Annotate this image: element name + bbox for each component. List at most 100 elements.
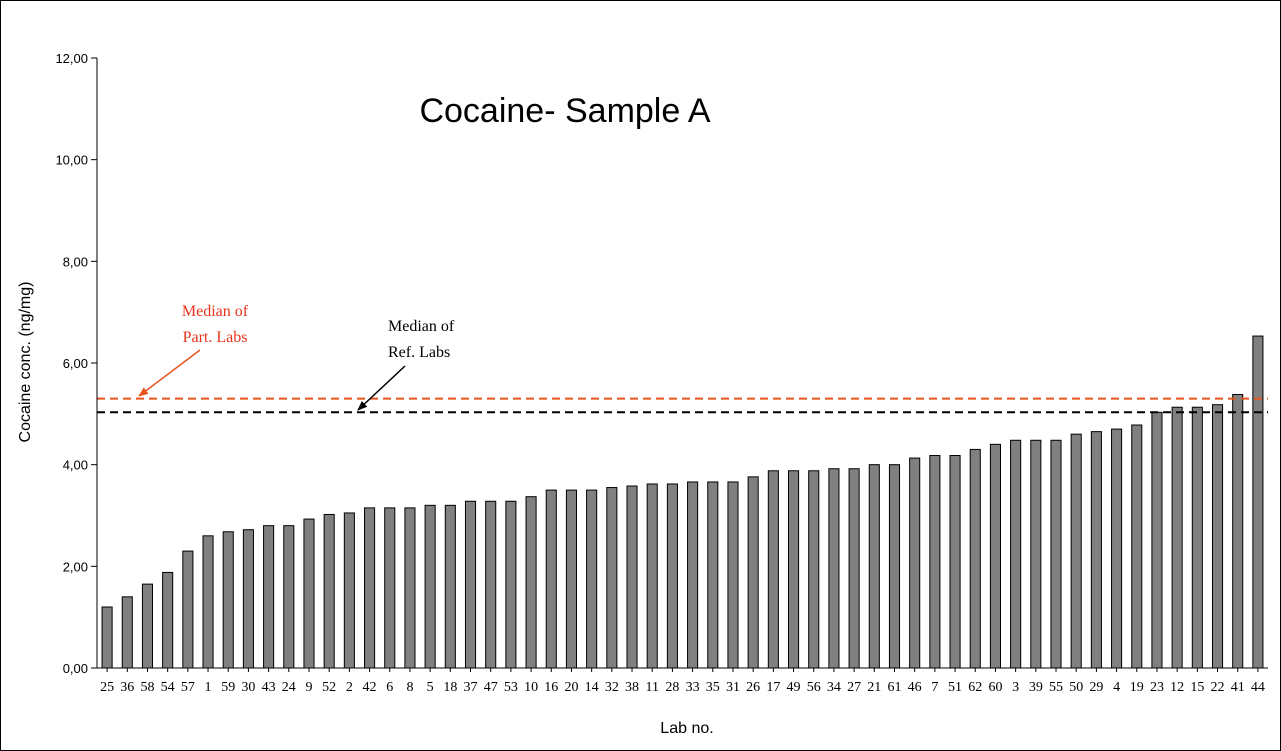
bar-lab-43 xyxy=(263,525,275,669)
reference-lines xyxy=(97,397,1268,414)
x-tick-label: 31 xyxy=(726,680,740,695)
bar-lab-47 xyxy=(485,500,497,669)
x-tick-label: 35 xyxy=(706,680,720,695)
x-tick-label: 3 xyxy=(1012,680,1019,695)
x-tick-label: 7 xyxy=(931,680,938,695)
x-tick-label: 51 xyxy=(948,680,962,695)
bar-lab-21 xyxy=(868,464,880,669)
bar-lab-39 xyxy=(1030,439,1042,669)
x-tick-label: 18 xyxy=(443,680,457,695)
bar-lab-51 xyxy=(949,455,961,669)
bar-lab-59 xyxy=(222,531,234,669)
x-tick-label: 29 xyxy=(1089,680,1103,695)
y-tick-label: 12,00 xyxy=(55,51,88,66)
bar-lab-34 xyxy=(828,468,840,669)
x-tick-label: 33 xyxy=(686,680,700,695)
x-tick-label: 53 xyxy=(504,680,518,695)
bar-lab-25 xyxy=(101,606,113,669)
x-tick-label: 16 xyxy=(544,680,558,695)
x-tick-label: 37 xyxy=(464,680,478,695)
bar-lab-7 xyxy=(929,455,941,669)
x-tick-label: 8 xyxy=(406,680,413,695)
bar-lab-26 xyxy=(747,476,759,669)
x-tick-label: 39 xyxy=(1029,680,1043,695)
bar-lab-62 xyxy=(969,448,981,669)
x-tick-label: 60 xyxy=(988,680,1002,695)
x-tick-label: 28 xyxy=(665,680,679,695)
x-tick-label: 23 xyxy=(1150,680,1164,695)
bar-lab-58 xyxy=(141,583,154,669)
x-tick-label: 47 xyxy=(484,680,498,695)
y-tick-label: 4,00 xyxy=(63,458,88,473)
bar-lab-53 xyxy=(505,500,517,669)
bar-lab-18 xyxy=(444,504,456,669)
part-labs-label-line1: Median of xyxy=(182,303,249,320)
bar-lab-41 xyxy=(1232,394,1244,669)
bar-lab-35 xyxy=(707,481,719,669)
x-tick-label: 38 xyxy=(625,680,639,695)
bar-lab-22 xyxy=(1211,404,1224,669)
x-tick-label: 12 xyxy=(1170,680,1184,695)
x-tick-label: 26 xyxy=(746,680,760,695)
bar-lab-23 xyxy=(1151,411,1163,669)
bar-lab-44 xyxy=(1252,335,1264,669)
x-tick-label: 56 xyxy=(807,680,821,695)
x-tick-label: 43 xyxy=(262,680,276,695)
x-tick-label: 50 xyxy=(1069,680,1083,695)
x-tick-label: 14 xyxy=(585,680,599,695)
ref-labs-label-line2: Ref. Labs xyxy=(388,344,450,361)
x-tick-label: 62 xyxy=(968,680,982,695)
ref-labs-arrow xyxy=(357,365,406,411)
bar-lab-5 xyxy=(424,504,436,669)
ref-labs-label-line1: Median of xyxy=(388,318,455,335)
x-tick-label: 30 xyxy=(241,680,255,695)
x-tick-label: 6 xyxy=(386,680,393,695)
x-tick-label: 49 xyxy=(787,680,801,695)
y-axis-label: Cocaine conc. (ng/mg) xyxy=(17,282,34,443)
bar-lab-37 xyxy=(464,500,477,669)
x-tick-label: 5 xyxy=(427,680,434,695)
bar-lab-9 xyxy=(303,518,315,669)
x-tick-label: 11 xyxy=(645,680,658,695)
part-labs-arrow xyxy=(138,349,201,397)
x-tick-label: 24 xyxy=(282,680,296,695)
x-tick-label: 52 xyxy=(322,680,336,695)
x-tick-label: 10 xyxy=(524,680,538,695)
bar-lab-50 xyxy=(1070,433,1082,669)
x-tick-label: 44 xyxy=(1251,680,1265,695)
bar-lab-49 xyxy=(787,470,800,669)
x-tick-label: 17 xyxy=(766,680,780,695)
bar-lab-16 xyxy=(545,489,557,669)
y-tick-label: 6,00 xyxy=(63,356,88,371)
bar-lab-54 xyxy=(162,571,174,669)
bar-lab-24 xyxy=(283,525,295,669)
x-axis-label: Lab no. xyxy=(660,720,713,737)
bar-lab-60 xyxy=(989,443,1001,669)
x-tick-label: 19 xyxy=(1130,680,1144,695)
bar-lab-11 xyxy=(646,483,658,669)
part-labs-label-line2: Part. Labs xyxy=(183,329,248,346)
x-tick-label: 21 xyxy=(867,680,881,695)
bar-lab-12 xyxy=(1171,406,1183,669)
bar-lab-1 xyxy=(202,535,214,669)
x-tick-label: 4 xyxy=(1113,680,1120,695)
x-tick-label: 32 xyxy=(605,680,619,695)
x-tick-label: 34 xyxy=(827,680,841,695)
bar-lab-36 xyxy=(121,596,133,669)
chart-title: Cocaine- Sample A xyxy=(419,92,710,130)
bar-lab-61 xyxy=(888,464,901,669)
bar-lab-56 xyxy=(808,470,820,669)
x-tick-label: 54 xyxy=(161,680,175,695)
x-tick-label: 1 xyxy=(205,680,212,695)
bar-lab-38 xyxy=(626,485,638,669)
bar-lab-17 xyxy=(767,470,779,669)
bar-lab-4 xyxy=(1111,428,1123,669)
bar-lab-14 xyxy=(586,489,598,669)
bar-lab-29 xyxy=(1090,431,1102,669)
bar-lab-27 xyxy=(848,468,860,669)
bar-lab-8 xyxy=(404,507,416,669)
bar-lab-42 xyxy=(364,507,376,669)
y-tick-label: 0,00 xyxy=(63,661,88,676)
y-tick-label: 2,00 xyxy=(63,559,88,574)
x-tick-label: 22 xyxy=(1211,680,1225,695)
